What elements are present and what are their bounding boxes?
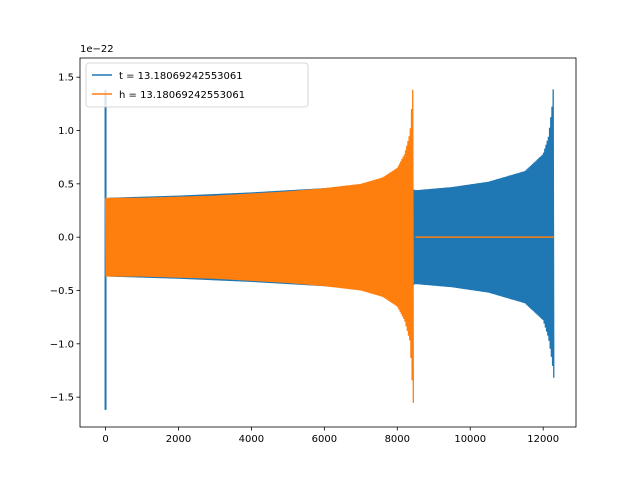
y-tick-label: −1.5 [50,393,74,404]
x-tick-label: 2000 [166,434,191,445]
legend-entry: t = 13.18069242553061 [119,71,243,82]
y-tick-label: −1.0 [50,339,74,350]
plot-area [104,89,555,410]
y-tick-label: 1.5 [58,73,74,84]
x-tick-label: 8000 [385,434,410,445]
x-tick-label: 6000 [312,434,337,445]
y-tick-label: 1.0 [58,126,74,137]
y-tick-label: 0.0 [58,233,74,244]
legend-entry: h = 13.18069242553061 [119,90,245,101]
axes: 0 2000 4000 6000 8000 10000 12000 −1.5 −1.0 −0.5 0… [50,44,577,445]
series-line [104,89,414,403]
x-tick-label: 12000 [527,434,559,445]
y-offset-text: 1e−22 [80,44,114,55]
y-tick-label: −0.5 [50,286,74,297]
x-tick-label: 4000 [239,434,264,445]
y-tick-label: 0.5 [58,179,74,190]
legend-box [85,62,309,108]
series-h [104,89,555,403]
legend: t = 13.18069242553061 h = 13.180692425530… [85,62,309,108]
x-tick-label: 0 [102,434,108,445]
axes-frame [79,57,577,428]
x-tick-label: 10000 [454,434,486,445]
